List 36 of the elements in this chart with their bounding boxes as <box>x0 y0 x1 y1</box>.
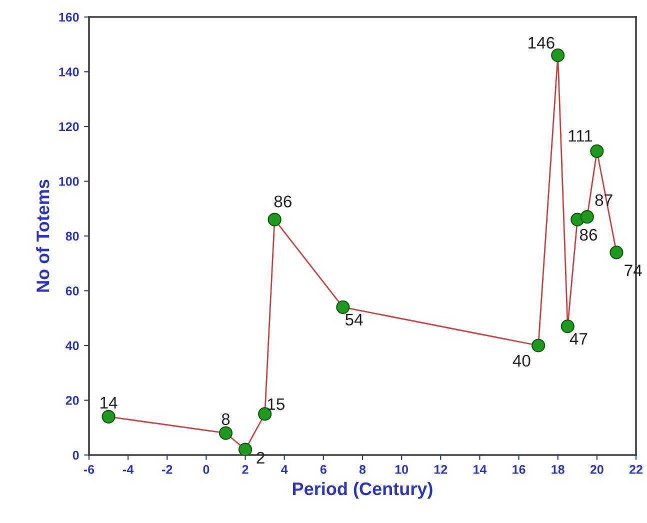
x-axis-title: Period (Century) <box>292 482 432 499</box>
x-tick-label: 12 <box>434 465 448 474</box>
y-tick-label: 40 <box>66 341 79 350</box>
data-label: 86 <box>274 196 292 208</box>
x-tick-label: 22 <box>629 465 642 474</box>
data-label: 15 <box>268 398 285 410</box>
y-tick-label: 60 <box>66 286 79 296</box>
data-label: 146 <box>528 36 554 49</box>
data-label: 86 <box>580 228 598 241</box>
data-label: 14 <box>100 397 118 408</box>
x-tick-label: 6 <box>320 465 326 474</box>
x-tick-label: -4 <box>123 465 134 474</box>
y-tick-label: 0 <box>72 450 79 460</box>
y-tick-label: 20 <box>66 396 79 405</box>
x-tick-label: 8 <box>359 465 366 474</box>
x-tick-label: 2 <box>242 465 248 474</box>
x-tick-label: 14 <box>474 465 487 474</box>
x-tick-label: 20 <box>590 465 604 474</box>
data-label: 47 <box>570 333 588 345</box>
y-tick-label: 120 <box>59 122 79 132</box>
data-label: 54 <box>345 314 363 326</box>
y-tick-label: 140 <box>59 68 79 76</box>
y-tick-label: 100 <box>59 177 79 186</box>
y-tick-label: 160 <box>59 12 79 22</box>
y-tick-label: 80 <box>66 232 79 241</box>
x-tick-label: 4 <box>281 465 288 474</box>
x-tick-label: 16 <box>512 465 526 474</box>
x-tick-label: -6 <box>84 465 94 474</box>
data-label: 8 <box>222 413 230 426</box>
data-label: 40 <box>512 354 530 367</box>
x-tick-label: 18 <box>552 465 564 474</box>
y-axis-title: No of Totems <box>36 180 50 292</box>
x-tick-label: 10 <box>395 465 408 474</box>
x-tick-label: -2 <box>162 465 172 474</box>
x-tick-label: 0 <box>203 465 210 474</box>
data-label: 111 <box>568 130 592 142</box>
